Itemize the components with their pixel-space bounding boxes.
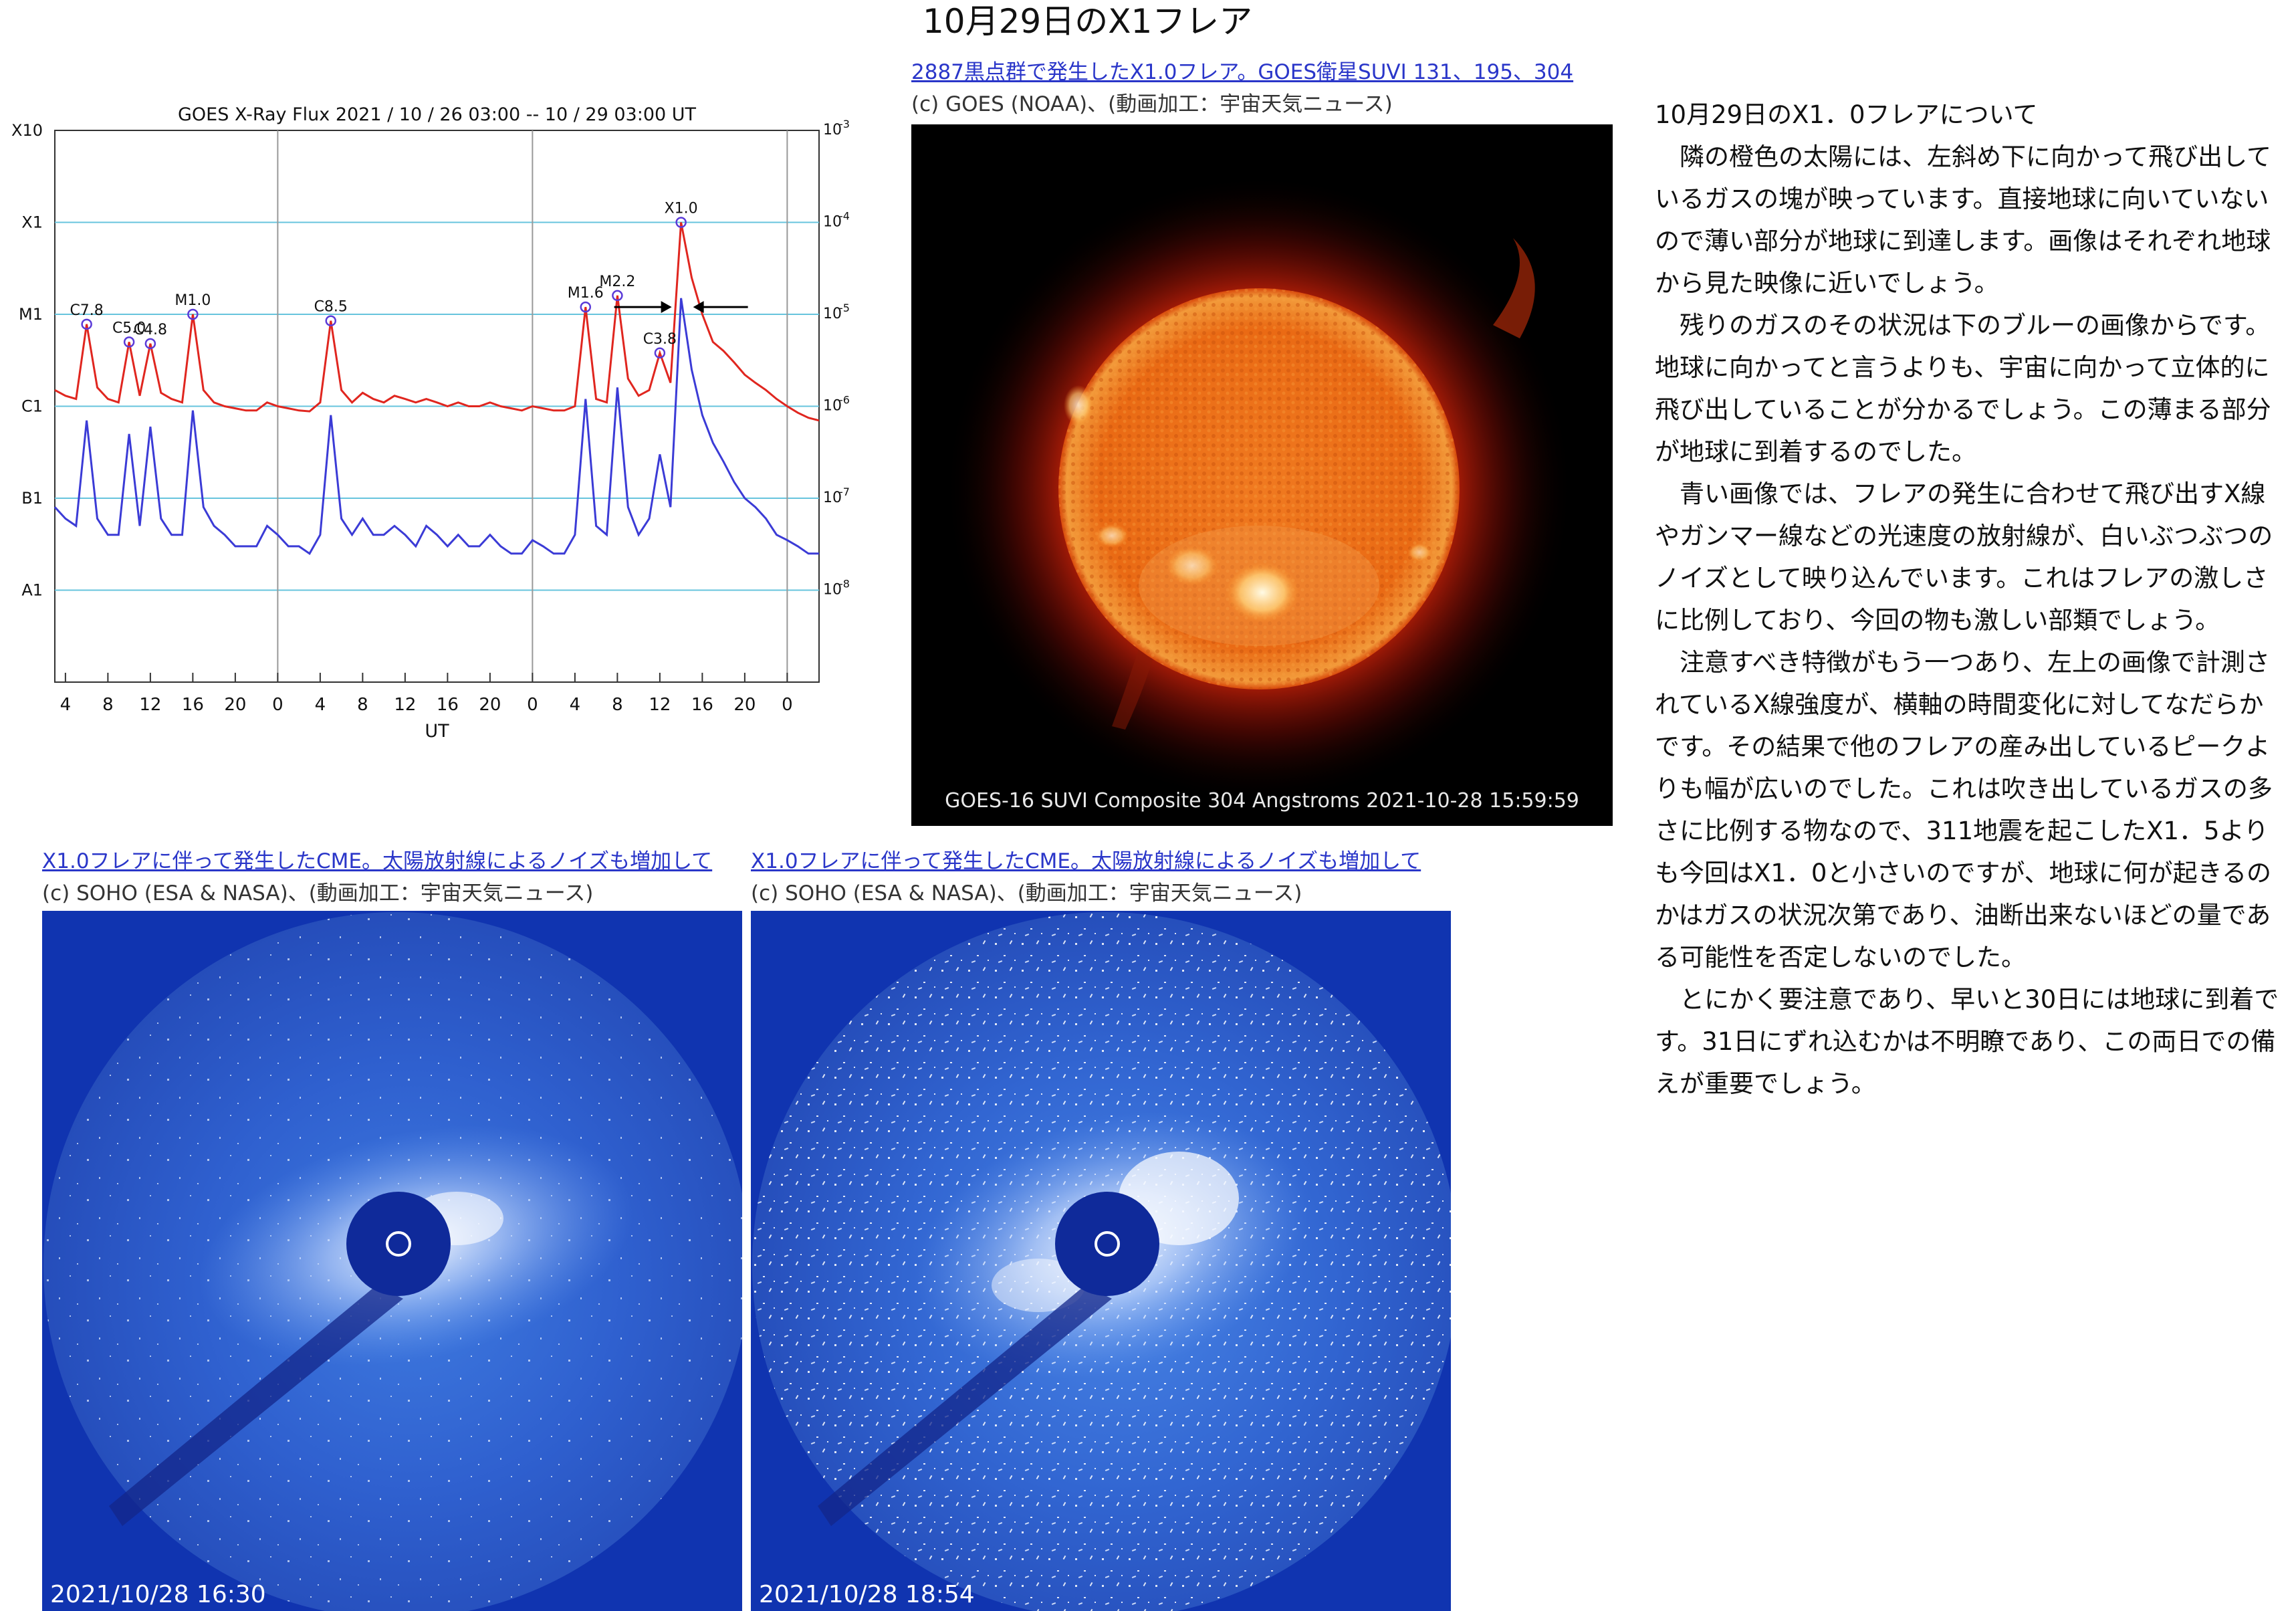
article-paragraph-1: 隣の橙色の太陽には、左斜め下に向かって飛び出しているガスの塊が映っています。直接… — [1655, 142, 2272, 298]
x-tick-label: 16 — [182, 695, 204, 715]
x-tick-label: 16 — [691, 695, 713, 715]
flare-peak-marker — [612, 290, 623, 302]
left-axis-label: C1 — [21, 397, 43, 416]
suvi-video-link[interactable]: 2887黒点群で発生したX1.0フレア。GOES衛星SUVI 131、195、3… — [911, 60, 1574, 84]
right-axis-label: 10 — [823, 490, 842, 506]
flare-label: M1.0 — [175, 292, 211, 309]
x-tick-label: 0 — [272, 695, 283, 715]
right-axis-exponent: -4 — [839, 210, 849, 223]
right-axis-label: 10 — [823, 214, 842, 231]
article-paragraph-3: 青い画像では、フレアの発生に合わせて飛び出すX線やガンマー線などの光速度の放射線… — [1655, 479, 2273, 635]
right-axis-exponent: -7 — [839, 486, 849, 498]
goes-xray-flux-chart: GOES X-Ray Flux 2021 / 10 / 26 03:00 -- … — [11, 104, 849, 742]
right-axis-exponent: -5 — [839, 302, 849, 314]
x-tick-label: 16 — [437, 695, 459, 715]
soho-right-timestamp: 2021/10/28 18:54 — [759, 1581, 975, 1608]
soho-lasco-image-1630: 2021/10/28 16:30 — [42, 911, 742, 1611]
article-paragraph-2: 残りのガスのその状況は下のブルーの画像からです。地球に向かってと言うよりも、宇宙… — [1655, 311, 2271, 466]
x-tick-label: 8 — [612, 695, 623, 715]
article-body: 10月29日のX1．0フレアについて 隣の橙色の太陽には、左斜め下に向かって飛び… — [1655, 94, 2283, 1105]
x-tick-label: 20 — [733, 695, 756, 715]
flare-peak-marker — [580, 301, 591, 313]
x-tick-label: 8 — [357, 695, 368, 715]
left-axis-label: B1 — [21, 489, 43, 508]
left-axis-label: A1 — [21, 581, 43, 600]
flare-label: M2.2 — [599, 274, 635, 290]
flare-label: C3.8 — [643, 331, 677, 348]
flare-peak-marker — [81, 318, 92, 330]
article-paragraph-4: 注意すべき特徴がもう一つあり、左上の画像で計測されているX線強度が、横軸の時間変… — [1655, 648, 2273, 972]
x-tick-label: 20 — [479, 695, 501, 715]
right-axis-label: 10 — [823, 306, 842, 322]
article-heading: 10月29日のX1．0フレアについて — [1655, 100, 2038, 129]
x-tick-label: 4 — [570, 695, 581, 715]
x-tick-label: 12 — [394, 695, 416, 715]
right-axis-exponent: -8 — [839, 578, 849, 590]
flare-label: C7.8 — [70, 302, 103, 319]
article-paragraph-5: とにかく要注意であり、早いと30日には地球に到着です。31日にずれ込むかは不明瞭… — [1655, 985, 2279, 1098]
x-tick-label: 0 — [782, 695, 793, 715]
flare-peak-marker — [654, 347, 666, 359]
series-line-long — [54, 222, 820, 422]
soho-lasco-image-1854: 2021/10/28 18:54 — [751, 911, 1451, 1611]
flare-label: X1.0 — [665, 201, 698, 217]
x-axis-label: UT — [425, 721, 449, 742]
x-tick-label: 4 — [60, 695, 72, 715]
flare-label: C5.0 — [112, 320, 146, 336]
right-axis-label: 10 — [823, 122, 842, 138]
flare-label: M1.6 — [568, 285, 604, 302]
soho-right-credit: (c) SOHO (ESA & NASA)、(動画加工：宇宙天気ニュース) — [751, 881, 1302, 905]
flare-peak-marker — [123, 336, 135, 348]
x-tick-label: 8 — [102, 695, 114, 715]
flare-label: C4.8 — [134, 322, 167, 338]
x-tick-label: 20 — [224, 695, 246, 715]
series-line-short — [53, 298, 819, 555]
soho-right-video-link[interactable]: X1.0フレアに伴って発生したCME。太陽放射線によるノイズも増加して — [751, 849, 1421, 873]
x-tick-label: 12 — [649, 695, 671, 715]
left-axis-label: X1 — [21, 213, 43, 232]
x-tick-label: 4 — [315, 695, 326, 715]
coronagraph-graphic — [751, 911, 1451, 1611]
coronagraph-graphic — [42, 911, 742, 1611]
suvi-credit: (c) GOES (NOAA)、(動画加工：宇宙天気ニュース) — [911, 92, 1393, 116]
suvi-sun-image: GOES-16 SUVI Composite 304 Angstroms 202… — [911, 124, 1613, 826]
page-title: 10月29日のX1フレア — [923, 2, 1253, 41]
soho-left-timestamp: 2021/10/28 16:30 — [50, 1581, 266, 1608]
flare-peak-marker — [144, 338, 156, 350]
x-tick-label: 0 — [527, 695, 538, 715]
x-tick-label: 12 — [139, 695, 161, 715]
flare-peak-marker — [325, 315, 336, 326]
sun-304-graphic — [945, 175, 1573, 803]
soho-left-video-link[interactable]: X1.0フレアに伴って発生したCME。太陽放射線によるノイズも増加して — [42, 849, 713, 873]
soho-left-credit: (c) SOHO (ESA & NASA)、(動画加工：宇宙天気ニュース) — [42, 881, 594, 905]
flare-label: C8.5 — [314, 299, 348, 316]
right-axis-label: 10 — [823, 582, 842, 599]
left-axis-label: X10 — [11, 121, 43, 140]
right-axis-label: 10 — [823, 398, 842, 415]
flare-peak-marker — [675, 217, 687, 228]
flare-peak-marker — [187, 308, 199, 320]
left-axis-label: M1 — [19, 305, 43, 324]
left-arrowhead — [661, 301, 672, 314]
right-axis-exponent: -3 — [839, 118, 849, 130]
chart-title: GOES X-Ray Flux 2021 / 10 / 26 03:00 -- … — [178, 104, 697, 125]
right-axis-exponent: -6 — [839, 394, 849, 407]
suvi-timestamp: GOES-16 SUVI Composite 304 Angstroms 202… — [945, 789, 1579, 813]
right-arrowhead — [693, 301, 704, 314]
